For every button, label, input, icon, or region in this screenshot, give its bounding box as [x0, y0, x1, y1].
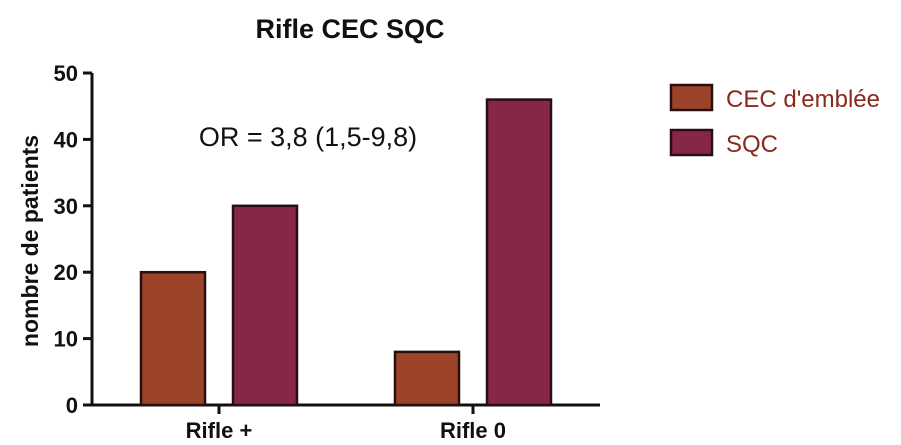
- chart-title: Rifle CEC SQC: [255, 14, 444, 44]
- y-tick-label: 20: [54, 260, 78, 285]
- y-tick-label: 0: [66, 393, 78, 418]
- x-tick-label: Rifle +: [186, 418, 253, 443]
- bar-sqc-rifle-plus: [231, 204, 299, 407]
- odds-ratio-annotation: OR = 3,8 (1,5-9,8): [199, 122, 417, 152]
- bar-cec-rifle-plus: [139, 270, 207, 407]
- legend-swatch: [669, 83, 714, 112]
- bar-cec-rifle-0: [393, 350, 461, 407]
- y-axis-title: nombre de patients: [17, 135, 43, 347]
- bars-group: [139, 98, 553, 407]
- y-tick-label: 40: [54, 127, 78, 152]
- y-axis: 0 10 20 30 40 50: [54, 61, 94, 418]
- x-axis: Rifle + Rifle 0: [92, 403, 600, 443]
- bar-sqc-rifle-0: [485, 98, 553, 407]
- x-tick-label: Rifle 0: [440, 418, 506, 443]
- legend-label: CEC d'emblée: [726, 86, 880, 113]
- legend: CEC d'emblée SQC: [669, 83, 880, 158]
- y-tick-label: 50: [54, 61, 78, 86]
- legend-label: SQC: [726, 131, 778, 158]
- legend-swatch: [669, 128, 714, 157]
- y-tick-label: 10: [54, 327, 78, 352]
- y-tick-label: 30: [54, 194, 78, 219]
